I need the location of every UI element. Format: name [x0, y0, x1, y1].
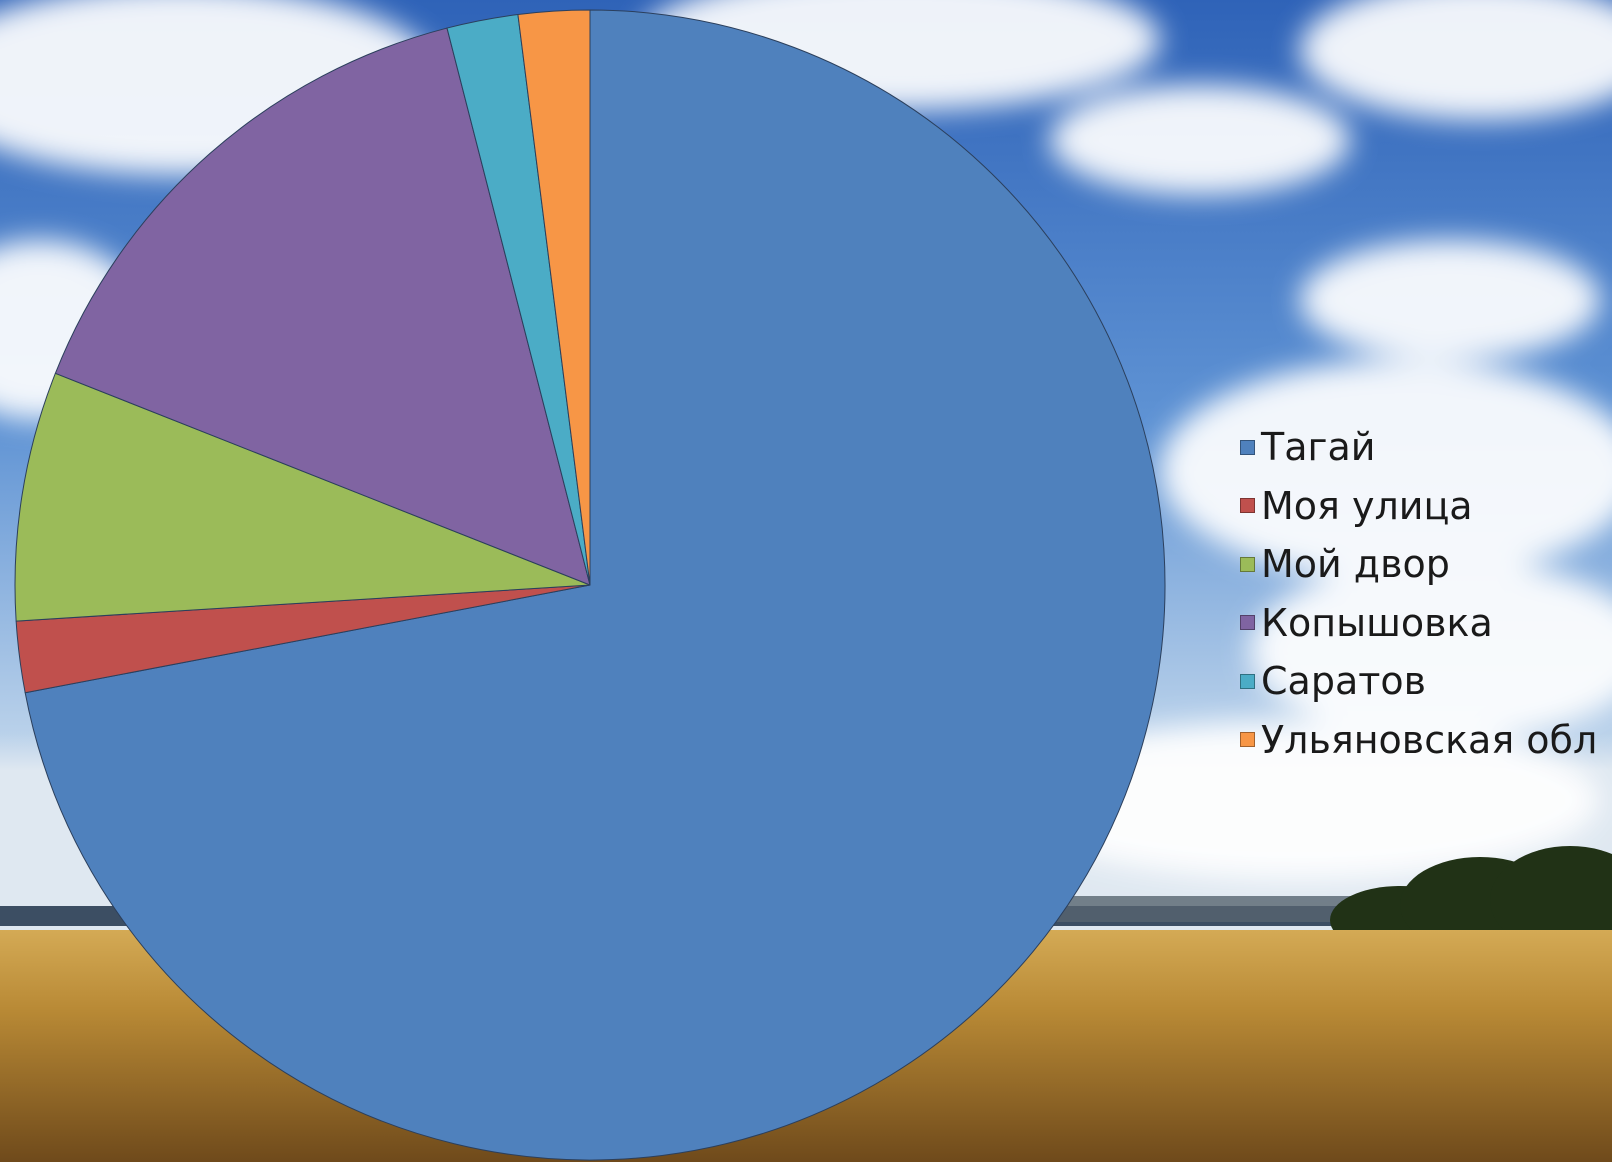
- legend-item-tagai: Тагай: [1240, 418, 1597, 477]
- pie-slice-2: [14, 372, 591, 622]
- pie-slice-0: [24, 9, 1166, 1161]
- legend-label: Моя улица: [1261, 483, 1473, 528]
- legend-swatch: [1240, 673, 1255, 689]
- legend-item-moy-dvor: Мой двор: [1240, 535, 1597, 594]
- legend-item-moya-ulitsa: Моя улица: [1240, 477, 1597, 536]
- legend-swatch: [1240, 615, 1255, 631]
- legend-label: Саратов: [1261, 659, 1427, 704]
- chart-legend: Тагай Моя улица Мой двор Копышовка Сарат…: [1240, 418, 1597, 769]
- legend-item-ulyanovskaya-obl: Ульяновская обл: [1240, 711, 1597, 770]
- legend-label: Мой двор: [1261, 542, 1450, 587]
- legend-label: Копышовка: [1261, 600, 1493, 645]
- legend-swatch: [1240, 556, 1255, 572]
- pie-slice-3: [54, 27, 591, 586]
- legend-label: Тагай: [1261, 425, 1376, 470]
- legend-swatch: [1240, 732, 1255, 748]
- legend-label: Ульяновская обл: [1261, 717, 1598, 762]
- legend-item-kopyshovka: Копышовка: [1240, 594, 1597, 653]
- legend-item-saratov: Саратов: [1240, 652, 1597, 711]
- pie-slice-5: [517, 9, 591, 586]
- legend-swatch: [1240, 498, 1255, 514]
- legend-swatch: [1240, 439, 1255, 455]
